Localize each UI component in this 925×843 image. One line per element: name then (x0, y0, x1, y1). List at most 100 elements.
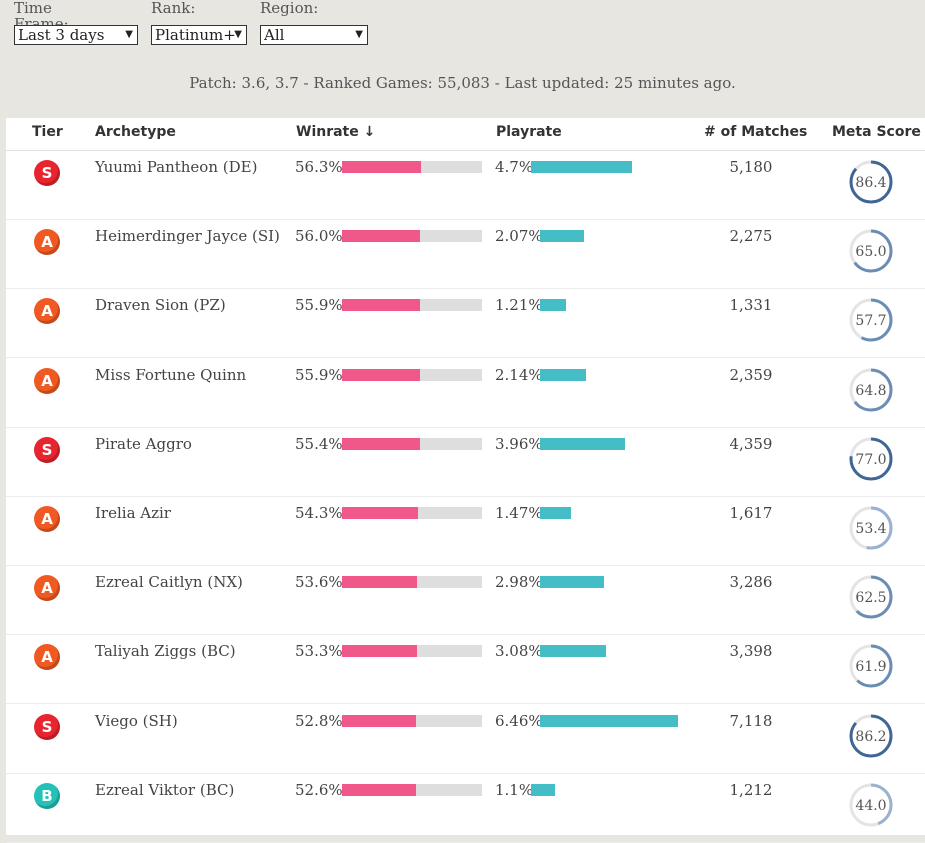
header-matches[interactable]: # of Matches (704, 124, 808, 140)
meta-score-gauge: 65.0 (849, 229, 893, 273)
table-row[interactable]: A Ezreal Caitlyn (NX) 53.6% 2.98% 3,286 62.5 (6, 565, 925, 636)
winrate-value: 55.4% (295, 434, 343, 453)
gauge-arc (849, 714, 893, 758)
table-header: Tier Archetype Winrate ↓ Playrate # of M… (6, 118, 925, 151)
winrate-bar-fill (342, 161, 421, 173)
table-row[interactable]: S Pirate Aggro 55.4% 3.96% 4,359 77.0 (6, 427, 925, 497)
chevron-down-icon: ▼ (234, 29, 242, 40)
region-label: Region: (260, 0, 319, 17)
table-row[interactable]: A Taliyah Ziggs (BC) 53.3% 3.08% 3,398 61.9 (6, 634, 925, 705)
rank-label: Rank: (151, 0, 196, 17)
winrate-value: 52.6% (295, 780, 343, 799)
time-frame-select[interactable]: Last 3 days ▼ (14, 25, 138, 45)
winrate-value: 55.9% (295, 296, 343, 315)
winrate-bar-fill (342, 230, 421, 243)
winrate-value: 52.8% (295, 711, 343, 730)
matches-value: 3,286 (729, 573, 773, 592)
table-row[interactable]: A Miss Fortune Quinn 55.9% 2.14% 2,359 64.8 (6, 358, 925, 428)
region-filter: Region: All ▼ (260, 0, 368, 45)
winrate-value: 56.0% (295, 227, 343, 246)
playrate-bar (539, 507, 572, 519)
header-playrate[interactable]: Playrate (496, 124, 562, 140)
meta-score-value: 65.0 (855, 244, 886, 260)
archetype-name[interactable]: Irelia Azir (95, 504, 171, 522)
table-row[interactable]: A Draven Sion (PZ) 55.9% 1.21% 1,331 57.7 (6, 288, 925, 359)
archetype-name[interactable]: Viego (SH) (95, 711, 178, 730)
archetype-name[interactable]: Yuumi Pantheon (DE) (95, 158, 258, 176)
archetype-name[interactable]: Draven Sion (PZ) (95, 296, 226, 315)
meta-score-gauge: 53.4 (849, 506, 893, 550)
meta-table: Tier Archetype Winrate ↓ Playrate # of M… (6, 118, 925, 843)
region-select[interactable]: All ▼ (260, 25, 368, 45)
winrate-bar-fill (342, 299, 421, 312)
winrate-bar-fill (342, 645, 417, 658)
tier-badge: A (34, 644, 60, 671)
time-frame-filter: Time Frame: Last 3 days ▼ (14, 0, 138, 45)
archetype-name[interactable]: Taliyah Ziggs (BC) (95, 642, 236, 661)
playrate-value: 4.7% (495, 158, 534, 176)
table-row[interactable]: S Yuumi Pantheon (DE) 56.3% 4.7% 5,180 86.4 (6, 150, 925, 220)
winrate-bar-track (342, 437, 482, 450)
tier-badge: A (34, 506, 60, 532)
meta-score-value: 86.2 (855, 729, 886, 745)
header-tier[interactable]: Tier (32, 124, 63, 140)
playrate-bar (539, 299, 566, 312)
archetype-name[interactable]: Miss Fortune Quinn (95, 365, 247, 384)
winrate-bar-track (342, 161, 482, 173)
playrate-value: 1.47% (495, 504, 543, 522)
time-frame-value: Last 3 days (18, 26, 105, 44)
winrate-bar-track (342, 645, 482, 658)
table-row[interactable]: A Heimerdinger Jayce (SI) 56.0% 2.07% 2,275 6… (6, 219, 925, 290)
winrate-value: 55.9% (295, 365, 343, 384)
playrate-bar (539, 576, 604, 589)
header-archetype[interactable]: Archetype (95, 124, 176, 140)
meta-score-value: 86.4 (855, 175, 886, 191)
playrate-value: 3.08% (495, 642, 543, 661)
region-value: All (264, 26, 285, 44)
archetype-name[interactable]: Ezreal Caitlyn (NX) (95, 573, 243, 592)
meta-score-gauge: 64.8 (849, 368, 893, 412)
meta-score-gauge: 61.9 (849, 644, 893, 688)
tier-badge: S (34, 713, 60, 740)
table-row[interactable]: A Irelia Azir 54.3% 1.47% 1,617 53.4 (6, 496, 925, 566)
meta-score-gauge: 77.0 (849, 437, 893, 481)
meta-score-value: 77.0 (855, 452, 886, 468)
winrate-value: 53.6% (295, 573, 343, 592)
header-winrate[interactable]: Winrate ↓ (296, 124, 376, 140)
tier-badge: S (34, 436, 60, 463)
playrate-bar (539, 230, 584, 243)
archetype-name[interactable]: Pirate Aggro (95, 434, 192, 453)
winrate-bar-track (342, 714, 482, 727)
archetype-name[interactable]: Ezreal Viktor (BC) (95, 780, 235, 799)
rank-select[interactable]: Platinum+ ▼ (151, 25, 247, 45)
playrate-value: 2.14% (495, 365, 543, 384)
playrate-bar (531, 783, 555, 796)
table-row[interactable]: S Viego (SH) 52.8% 6.46% 7,118 86.2 (6, 704, 925, 774)
playrate-value: 2.07% (495, 227, 543, 246)
matches-value: 3,398 (729, 642, 773, 661)
header-meta-score[interactable]: Meta Score (832, 124, 921, 140)
matches-value: 1,331 (729, 296, 773, 315)
winrate-bar-fill (342, 714, 416, 727)
meta-score-gauge: 57.7 (849, 298, 893, 342)
matches-value: 4,359 (729, 434, 773, 453)
gauge-arc (849, 160, 893, 204)
rank-value: Platinum+ (155, 26, 236, 44)
meta-score-value: 62.5 (855, 590, 886, 606)
gauge-arc (849, 229, 893, 273)
archetype-name[interactable]: Heimerdinger Jayce (SI) (95, 227, 280, 246)
table-row[interactable]: B Ezreal Viktor (BC) 52.6% 1.1% 1,212 44.0 (6, 773, 925, 843)
tier-badge: A (34, 229, 60, 256)
matches-value: 2,359 (729, 365, 773, 384)
matches-value: 1,212 (729, 780, 773, 799)
meta-score-gauge: 62.5 (849, 575, 893, 619)
winrate-value: 56.3% (295, 158, 343, 176)
winrate-bar-track (342, 368, 482, 381)
matches-value: 7,118 (729, 711, 773, 730)
gauge-arc (849, 368, 893, 412)
gauge-arc (849, 298, 893, 342)
playrate-bar (531, 161, 633, 173)
matches-value: 5,180 (729, 158, 773, 176)
winrate-bar-track (342, 230, 482, 243)
meta-score-value: 61.9 (855, 659, 886, 675)
